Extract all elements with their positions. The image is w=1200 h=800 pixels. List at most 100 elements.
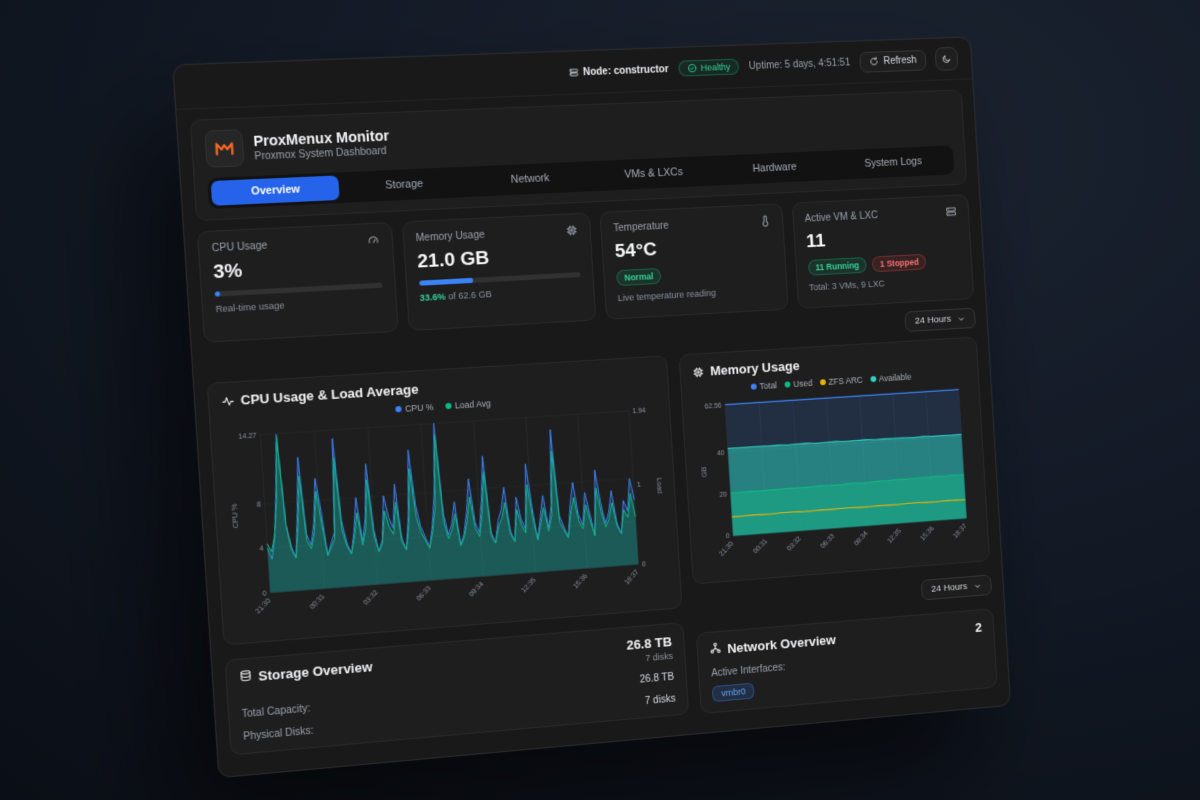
svg-text:14.27: 14.27	[238, 432, 256, 440]
network-stat: 2	[975, 620, 983, 635]
network-nodes-icon	[709, 642, 721, 655]
svg-text:00:31: 00:31	[753, 538, 770, 555]
temperature-value: 54°C	[614, 239, 658, 263]
app-logo	[204, 129, 245, 168]
storage-total-capacity: 26.8 TB	[625, 633, 673, 653]
cpu-usage-card: CPU Usage 3% Real-time usage	[196, 222, 399, 343]
theme-toggle-button[interactable]	[934, 46, 959, 71]
load-legend-label: Load Avg	[454, 398, 491, 411]
svg-text:62.56: 62.56	[705, 402, 722, 410]
memory-chip-icon	[692, 365, 704, 378]
memory-chart-title: Memory Usage	[709, 358, 800, 379]
svg-text:0: 0	[642, 561, 646, 568]
storage-row-value: 26.8 TB	[639, 671, 675, 686]
network-overview-card: Network Overview 2 Active Interfaces: vm…	[695, 608, 998, 715]
svg-text:03:32: 03:32	[362, 589, 379, 607]
time-range-select-top[interactable]: 24 Hours	[904, 307, 976, 333]
cpu-card-footnote: Real-time usage	[215, 300, 285, 315]
tab-storage[interactable]: Storage	[341, 170, 468, 200]
server-stack-icon	[945, 205, 957, 217]
refresh-icon	[869, 56, 879, 66]
temperature-status-badge: Normal	[616, 267, 662, 287]
database-icon	[239, 669, 252, 682]
memory-chart-card: Memory Usage Total Used ZFS ARC Availabl…	[678, 336, 991, 585]
storage-disk-count: 7 disks	[644, 650, 674, 663]
moon-icon	[942, 54, 952, 64]
memory-usage-card: Memory Usage 21.0 GB 33.6% of 62.6 GB	[401, 212, 597, 332]
svg-text:06:33: 06:33	[820, 533, 836, 550]
cpu-load-chart: 21:30 00:31 03:32 06:33 09:34 12:35 15:36 18:37…	[230, 407, 665, 615]
left-column: CPU Usage & Load Average CPU % Load Avg …	[206, 355, 690, 756]
memory-chip-icon	[565, 224, 578, 237]
uptime-text: Uptime: 5 days, 4:51:51	[748, 56, 851, 72]
network-interface-count: 2	[974, 620, 983, 636]
time-range-value: 24 Hours	[930, 581, 968, 595]
zfs-arc-legend-dot	[819, 379, 826, 386]
server-icon	[569, 67, 580, 77]
health-badge-label: Healthy	[700, 61, 731, 73]
vm-count-value: 11	[805, 230, 827, 253]
vm-stopped-badge: 1 Stopped	[871, 253, 927, 273]
svg-text:21:30: 21:30	[255, 597, 273, 615]
node-label: Node: constructor	[582, 63, 669, 78]
cpu-progress-fill	[214, 291, 220, 297]
svg-text:18:37: 18:37	[624, 569, 641, 586]
chevron-down-icon	[973, 581, 983, 591]
vm-card-footnote: Total: 3 VMs, 9 LXC	[808, 278, 886, 293]
cpu-chart-card: CPU Usage & Load Average CPU % Load Avg …	[206, 355, 683, 646]
memory-progress-track	[418, 272, 581, 286]
refresh-button[interactable]: Refresh	[859, 49, 927, 73]
node-indicator: Node: constructor	[569, 64, 669, 79]
proxmenux-m-icon	[212, 137, 237, 161]
available-legend-dot	[870, 375, 877, 383]
used-legend-label: Used	[792, 378, 813, 390]
svg-text:06:33: 06:33	[416, 585, 433, 602]
tab-system-logs[interactable]: System Logs	[834, 148, 951, 177]
svg-text:20: 20	[720, 492, 728, 499]
memory-percent-text: 33.6%	[419, 291, 446, 304]
svg-text:12:35: 12:35	[887, 528, 903, 545]
right-column: Memory Usage Total Used ZFS ARC Availabl…	[678, 336, 998, 715]
svg-text:0: 0	[262, 590, 267, 597]
svg-text:40: 40	[717, 450, 725, 457]
storage-row-label: Total Capacity:	[241, 702, 311, 720]
svg-text:21:30: 21:30	[719, 541, 736, 558]
memory-card-footnote: 33.6% of 62.6 GB	[419, 284, 581, 303]
tab-overview[interactable]: Overview	[210, 175, 341, 206]
health-badge: Healthy	[677, 58, 740, 77]
cpu-progress-track	[214, 282, 383, 297]
cpu-legend-dot	[395, 405, 403, 413]
chevron-down-icon	[956, 313, 966, 323]
memory-usage-value: 21.0 GB	[416, 247, 490, 273]
memory-total-text: of 62.6 GB	[447, 288, 493, 302]
check-circle-icon	[687, 63, 697, 73]
time-range-select-bottom[interactable]: 24 Hours	[921, 574, 993, 601]
refresh-button-label: Refresh	[883, 54, 917, 67]
memory-usage-chart: 21:30 00:31 03:32 06:33 09:34 12:35 15:36 18:37…	[700, 382, 969, 558]
storage-row-value: 7 disks	[644, 693, 676, 707]
load-legend-dot	[445, 402, 453, 410]
thermometer-icon	[758, 215, 770, 227]
tab-hardware[interactable]: Hardware	[715, 153, 834, 182]
storage-overview-card: Storage Overview 26.8 TB 7 disks Total C…	[224, 621, 690, 756]
total-legend-label: Total	[759, 380, 778, 392]
cpu-usage-value: 3%	[212, 260, 243, 284]
svg-text:4: 4	[260, 546, 265, 553]
used-legend-dot	[784, 381, 791, 388]
storage-row-label: Physical Disks:	[242, 725, 314, 743]
gauge-icon	[366, 234, 379, 247]
temperature-card: Temperature 54°C Normal Live temperature…	[599, 203, 789, 320]
svg-text:GB: GB	[700, 466, 709, 477]
time-range-value: 24 Hours	[914, 313, 952, 327]
network-row-label: Active Interfaces:	[710, 662, 786, 680]
svg-text:1: 1	[637, 482, 641, 489]
tab-vms-lxcs[interactable]: VMs & LXCs	[593, 159, 715, 188]
vm-running-badge: 11 Running	[807, 256, 868, 276]
network-overview-title: Network Overview	[726, 632, 837, 657]
total-legend-dot	[750, 383, 757, 390]
active-vm-lxc-card: Active VM & LXC 11 11 Running 1 Stopped …	[791, 194, 975, 309]
svg-text:12:35: 12:35	[521, 577, 538, 594]
memory-card-title: Memory Usage	[415, 229, 486, 244]
tab-network[interactable]: Network	[468, 164, 592, 194]
